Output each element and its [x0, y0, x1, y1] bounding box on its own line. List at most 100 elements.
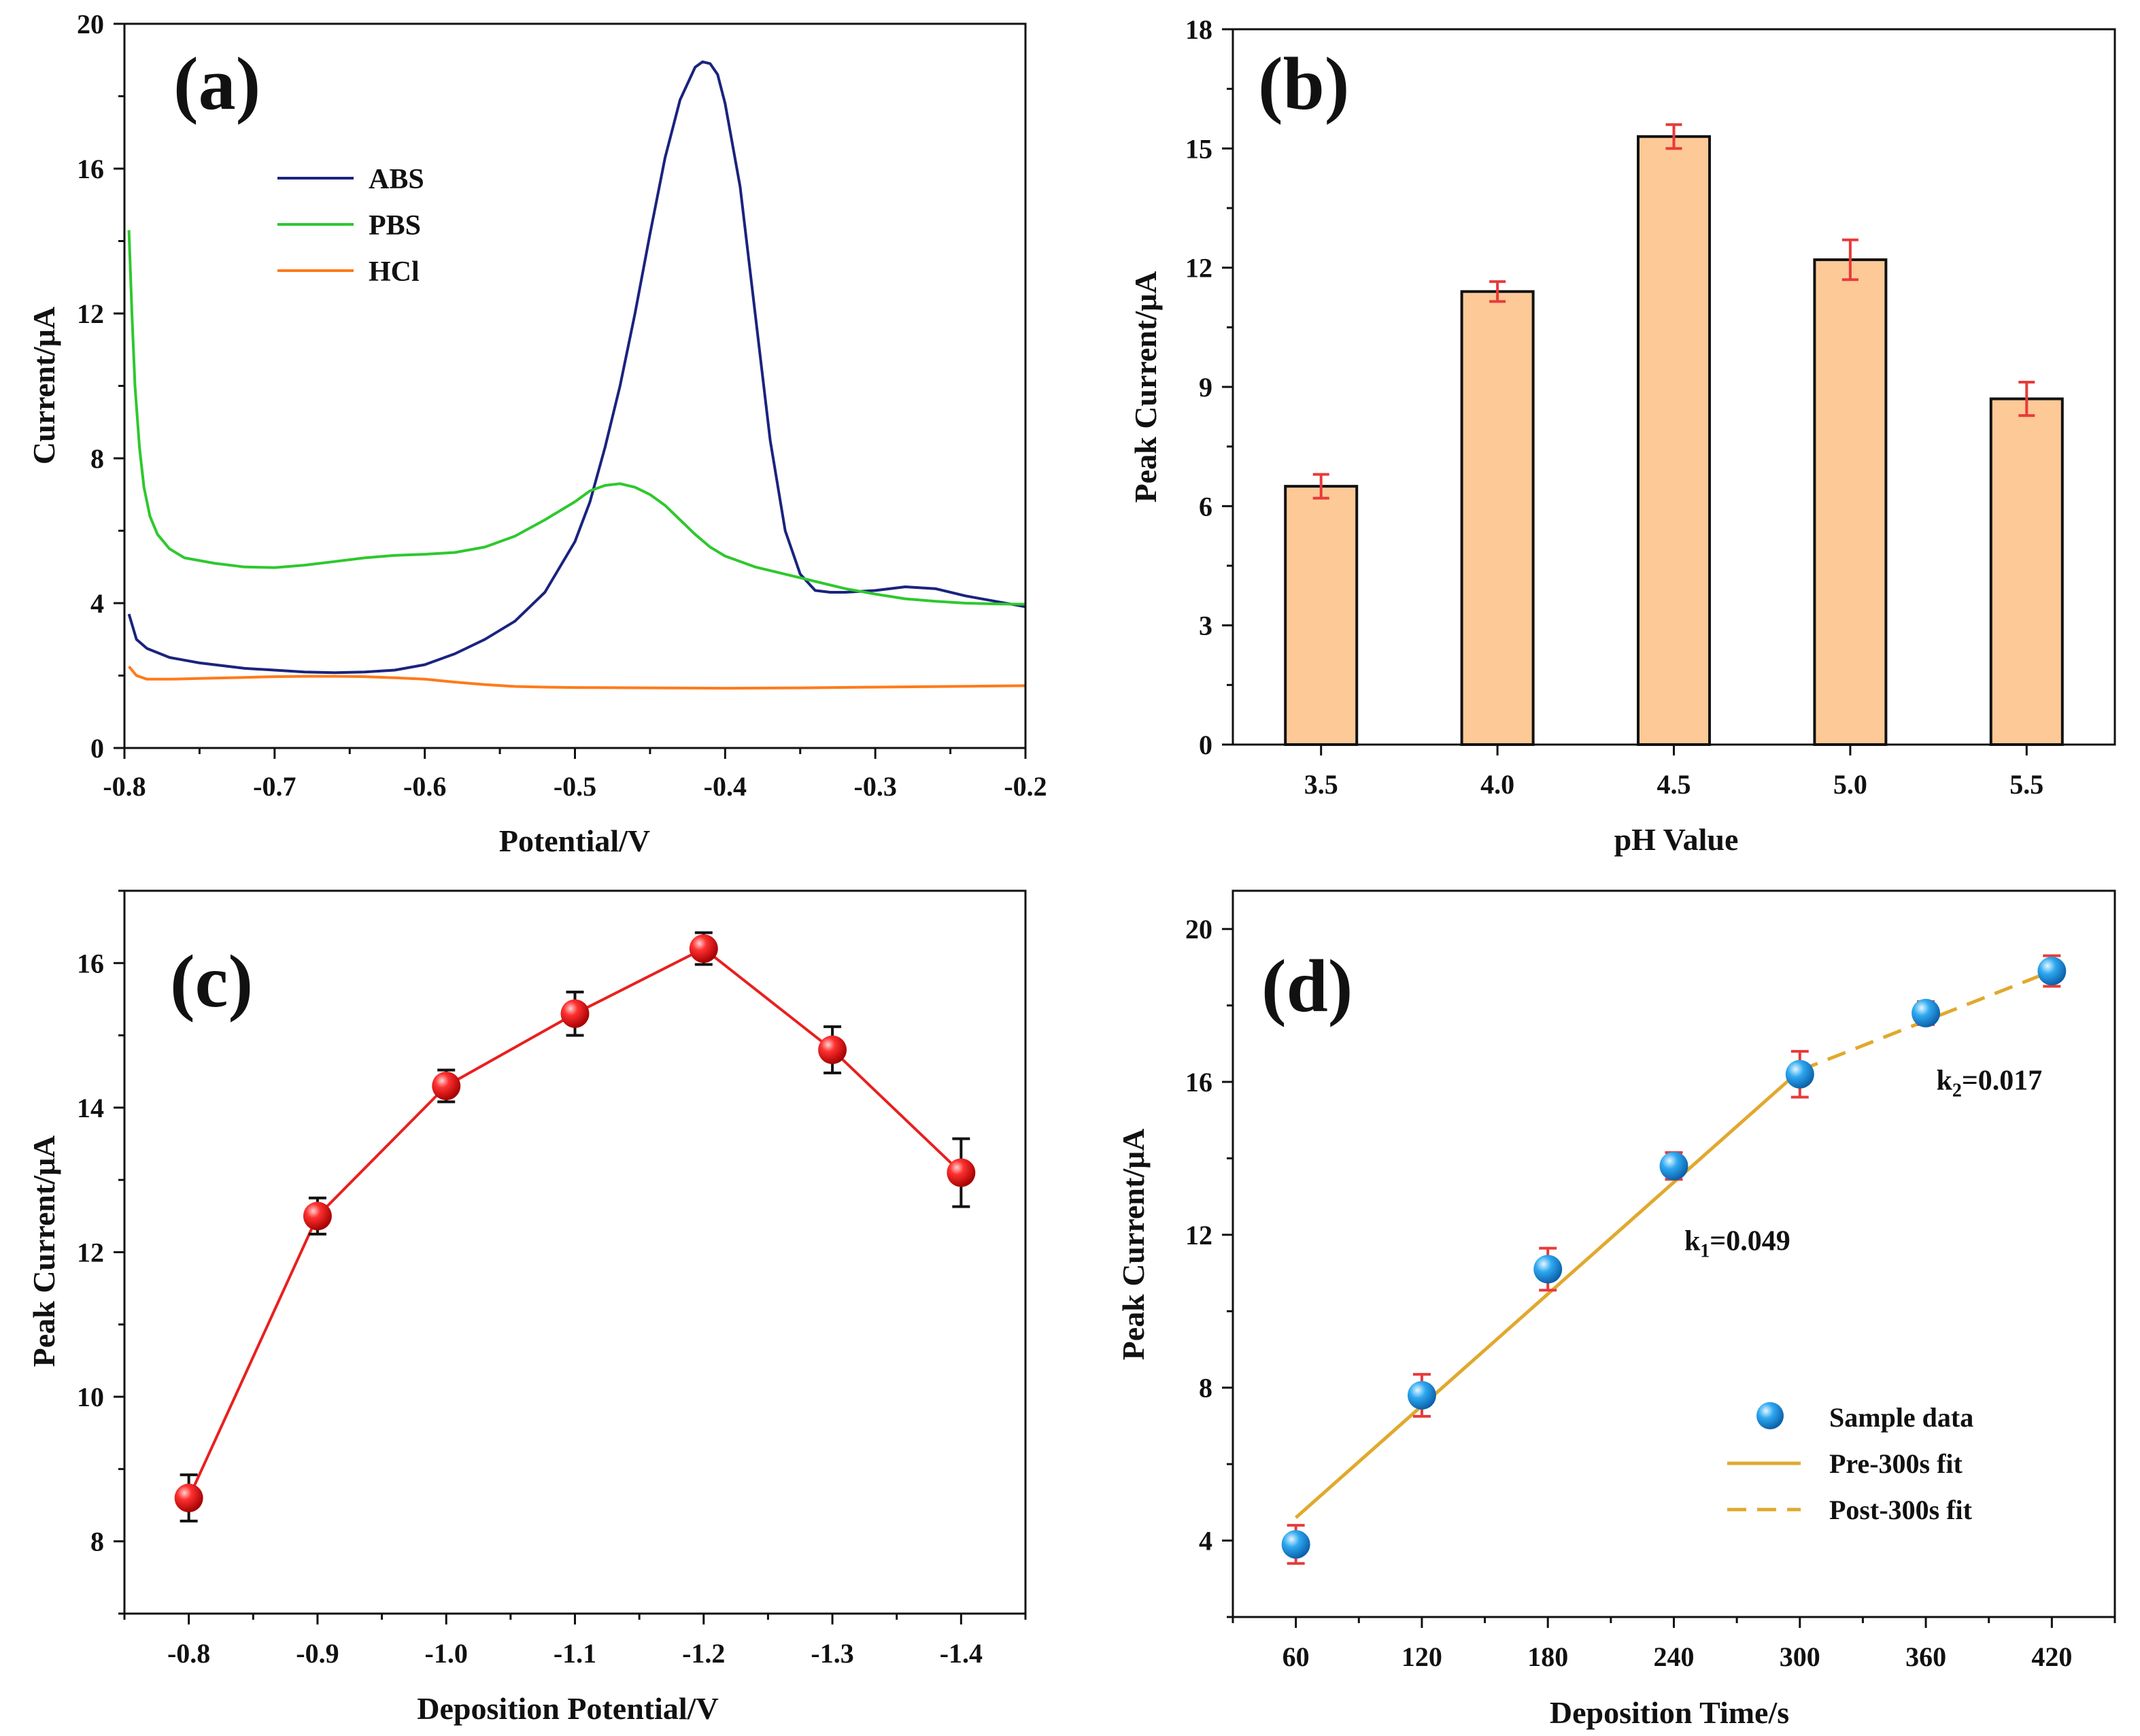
d-legend-marker	[1756, 1402, 1784, 1429]
c-x-tick-label: -0.9	[296, 1638, 339, 1669]
c-x-tick-label: -1.0	[425, 1638, 468, 1669]
a-x-tick-label: -0.5	[554, 771, 596, 802]
d-legend-label-sample: Sample data	[1829, 1402, 1973, 1433]
d-y-tick-label: 4	[1199, 1526, 1212, 1556]
d-slope-prefix: k	[1684, 1225, 1701, 1257]
a-x-tick-label: -0.8	[103, 771, 146, 802]
b-x-tick-label: 3.5	[1304, 769, 1338, 800]
b-y-tick-label: 3	[1199, 611, 1212, 641]
d-y-axis-label: Peak Current/μA	[1116, 1129, 1151, 1361]
d-slope-subscript: 2	[1952, 1080, 1962, 1101]
d-x-axis-label: Deposition Time/s	[1550, 1695, 1789, 1730]
c-y-tick-label: 14	[77, 1093, 104, 1123]
c-ticks: -0.8 -0.9 -1.0 -1.1 -1.2 -1.3 -1.4 8 10 12 14 16	[77, 889, 1027, 1669]
d-data-point	[1659, 1151, 1688, 1180]
b-bars-group	[1284, 123, 2064, 747]
b-x-tick-label: 4.0	[1480, 769, 1514, 800]
b-x-axis-label: pH Value	[1614, 822, 1739, 857]
c-data-point	[174, 1483, 203, 1512]
d-slope-annotation-1: k1=0.049	[1684, 1225, 1790, 1261]
b-y-tick-label: 18	[1185, 14, 1212, 45]
a-y-tick-label: 12	[77, 299, 104, 329]
d-data-point	[2037, 957, 2067, 986]
a-series-line-pbs	[127, 230, 1026, 606]
d-y-tick-label: 20	[1185, 914, 1212, 944]
d-data-point	[1533, 1255, 1563, 1284]
b-bar	[1284, 485, 1359, 746]
b-panel-label: (b)	[1258, 42, 1349, 125]
c-data-point	[560, 999, 590, 1028]
c-data-point	[818, 1035, 847, 1064]
a-series-line-hcl	[128, 665, 1026, 690]
a-x-tick-label: -0.3	[854, 771, 897, 802]
a-x-axis-label: Potential/V	[499, 823, 650, 858]
b-y-tick-label: 12	[1185, 253, 1212, 284]
a-legend: ABS PBS HCl	[277, 164, 424, 288]
d-y-tick-label: 16	[1185, 1067, 1212, 1097]
a-y-tick-label: 8	[90, 443, 104, 474]
a-plot-frame	[123, 22, 1027, 749]
c-y-tick-label: 8	[90, 1527, 104, 1557]
c-y-tick-label: 10	[77, 1382, 104, 1412]
d-slope-prefix: k	[1937, 1065, 1953, 1096]
a-ticks: -0.8 -0.7 -0.6 -0.5 -0.4 -0.3 -0.2 0 4 8 12 16 20	[77, 9, 1047, 802]
a-y-tick-label: 16	[77, 154, 104, 184]
d-fit-line-pre	[1294, 1069, 1801, 1519]
a-x-tick-label: -0.2	[1004, 771, 1047, 802]
d-legend-label-pre: Pre-300s fit	[1829, 1448, 1963, 1479]
b-y-tick-label: 6	[1199, 491, 1212, 522]
b-x-tick-label: 5.0	[1833, 769, 1867, 800]
a-series-group	[127, 60, 1026, 690]
b-y-tick-label: 15	[1185, 133, 1212, 164]
d-slope-annotation-2: k2=0.017	[1937, 1065, 2043, 1101]
b-bar	[1813, 258, 1888, 746]
c-x-axis-label: Deposition Potential/V	[417, 1691, 718, 1726]
c-x-tick-label: -1.3	[811, 1638, 853, 1669]
a-x-tick-label: -0.6	[403, 771, 446, 802]
d-legend-label-post: Post-300s fit	[1829, 1495, 1973, 1525]
b-ticks: 3.5 4.0 4.5 5.0 5.5 0 3 6 9 12 15 18	[1185, 14, 2043, 800]
d-data-point	[1912, 998, 1941, 1027]
b-bar	[1989, 397, 2064, 746]
a-y-tick-label: 20	[77, 9, 104, 39]
d-x-tick-label: 120	[1402, 1641, 1442, 1672]
c-y-tick-label: 16	[77, 948, 104, 978]
d-slope-value: =0.017	[1962, 1065, 2042, 1096]
d-x-tick-label: 60	[1283, 1641, 1310, 1672]
d-panel-label: (d)	[1261, 944, 1353, 1027]
c-data-point	[689, 934, 718, 964]
a-legend-label-pbs: PBS	[369, 210, 421, 241]
d-slope-value: =0.049	[1710, 1225, 1790, 1257]
a-y-tick-label: 0	[90, 733, 104, 764]
d-x-tick-label: 180	[1527, 1641, 1568, 1672]
d-x-tick-label: 420	[2031, 1641, 2072, 1672]
panel-c-line-chart: -0.8 -0.9 -1.0 -1.1 -1.2 -1.3 -1.4 8 10 12 14 16 (c…	[27, 889, 1027, 1726]
c-y-axis-label: Peak Current/μA	[27, 1136, 61, 1367]
c-y-tick-label: 12	[77, 1238, 104, 1268]
a-x-tick-label: -0.7	[253, 771, 296, 802]
b-y-tick-label: 0	[1199, 730, 1212, 760]
c-panel-label: (c)	[170, 940, 253, 1023]
panel-a-voltammogram: -0.8 -0.7 -0.6 -0.5 -0.4 -0.3 -0.2 0 4 8 12 16 20 (a…	[27, 9, 1047, 858]
d-data-point	[1281, 1530, 1310, 1559]
d-series-group	[1281, 954, 2067, 1565]
d-legend: Sample data Pre-300s fit Post-300s fit	[1727, 1402, 1973, 1525]
b-bar	[1460, 290, 1535, 746]
a-legend-label-abs: ABS	[369, 164, 424, 195]
c-x-tick-label: -1.2	[682, 1638, 725, 1669]
d-x-tick-label: 360	[1905, 1641, 1946, 1672]
panel-b-bar-chart: 3.5 4.0 4.5 5.0 5.5 0 3 6 9 12 15 18 (b) pH Value P…	[1128, 14, 2116, 857]
b-x-tick-label: 4.5	[1657, 769, 1691, 800]
c-data-point	[432, 1072, 461, 1101]
a-legend-label-hcl: HCl	[369, 256, 420, 288]
a-y-tick-label: 4	[90, 588, 104, 619]
a-x-tick-label: -0.4	[704, 771, 747, 802]
b-y-axis-label: Peak Current/μA	[1128, 271, 1163, 503]
d-y-tick-label: 8	[1199, 1373, 1212, 1403]
c-data-point	[947, 1158, 976, 1187]
b-x-tick-label: 5.5	[2009, 769, 2043, 800]
d-x-tick-label: 300	[1780, 1641, 1820, 1672]
